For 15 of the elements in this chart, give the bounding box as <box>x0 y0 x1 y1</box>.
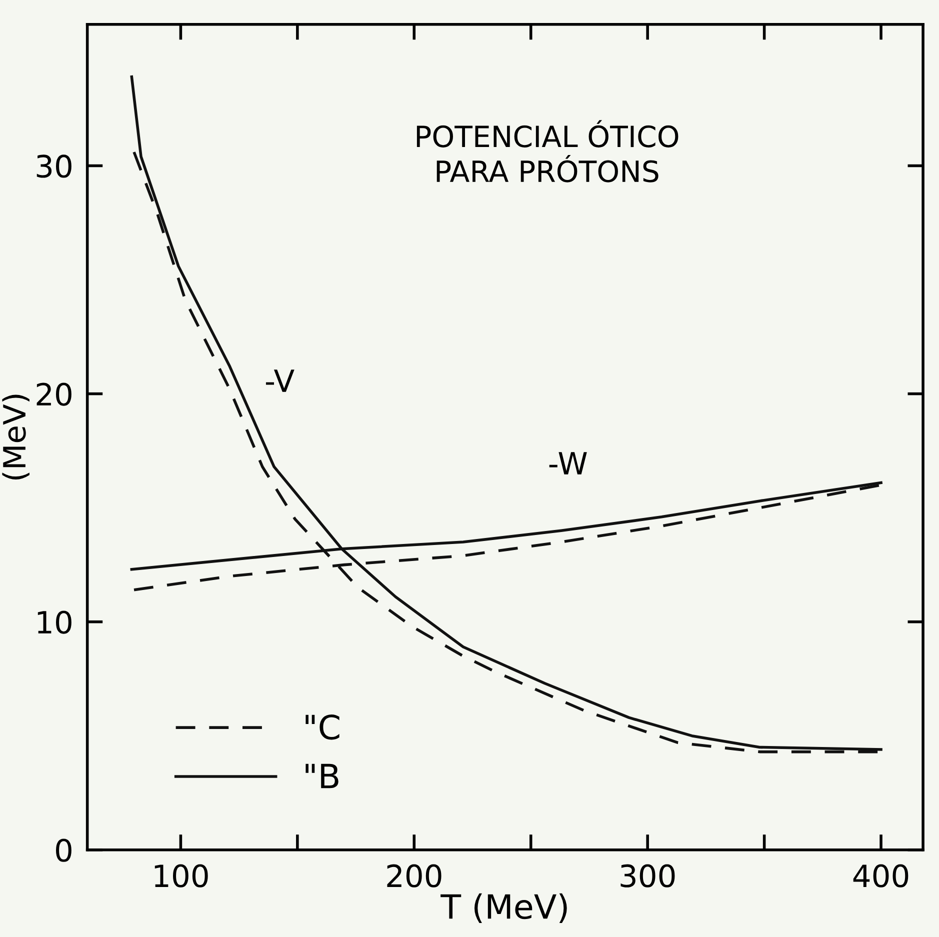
y-axis-title: (MeV) <box>2 394 30 480</box>
y-tick-label: 10 <box>38 610 72 634</box>
legend-label: "B <box>306 764 338 788</box>
x-tick-label: 200 <box>387 864 442 888</box>
y-tick-label: 0 <box>56 838 72 862</box>
annotation: -W <box>549 452 587 474</box>
x-tick-label: 400 <box>853 864 908 888</box>
y-tick-label: 20 <box>36 382 72 406</box>
text: POTENCIAL ÓTICO PARA PRÓTONS <box>416 120 678 182</box>
x-tick-label: 300 <box>620 864 675 888</box>
x-tick-label: 100 <box>154 864 208 888</box>
x-axis-title: T (MeV) <box>440 893 567 924</box>
legend-label: "C <box>306 714 340 740</box>
annotation: -V <box>266 370 294 392</box>
y-tick-label: 30 <box>36 154 72 178</box>
